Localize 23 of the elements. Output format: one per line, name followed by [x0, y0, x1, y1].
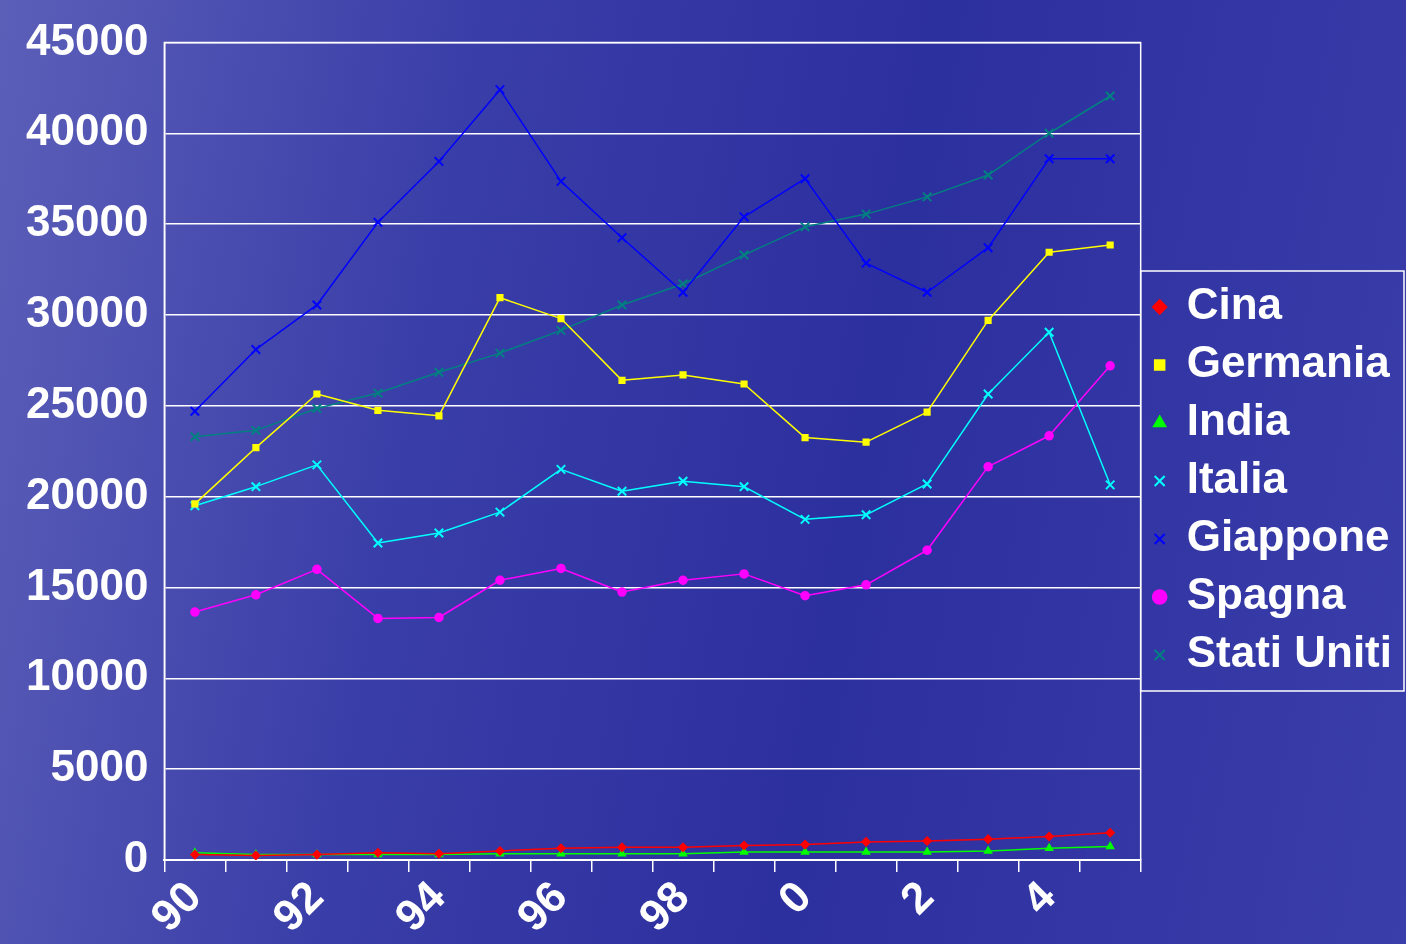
y-tick-label: 40000 — [25, 105, 149, 155]
x-tick-label: 0 — [768, 871, 821, 923]
y-tick-label: 30000 — [25, 287, 149, 337]
x-tick-label: 94 — [384, 870, 455, 941]
legend-label: Italia — [1186, 453, 1288, 503]
legend-label: Germania — [1186, 337, 1391, 387]
legend-label: Giappone — [1186, 511, 1390, 561]
legend-label: India — [1186, 395, 1290, 445]
x-tick-label: 92 — [262, 871, 332, 941]
y-tick-label: 25000 — [25, 377, 149, 427]
y-tick-label: 5000 — [50, 741, 149, 791]
x-tick-label: 2 — [890, 871, 943, 923]
legend-label: Cina — [1186, 279, 1283, 329]
legend-label: Spagna — [1186, 569, 1347, 619]
x-tick-label: 96 — [506, 871, 576, 941]
y-tick-label: 45000 — [25, 14, 149, 64]
legend-label: Stati Uniti — [1186, 627, 1392, 677]
y-tick-label: 15000 — [25, 559, 149, 609]
y-tick-label: 20000 — [25, 468, 149, 518]
x-tick-label: 98 — [628, 871, 698, 941]
x-tick-label: 4 — [1012, 870, 1065, 923]
y-tick-label: 35000 — [25, 196, 149, 246]
y-tick-label: 10000 — [25, 650, 149, 700]
